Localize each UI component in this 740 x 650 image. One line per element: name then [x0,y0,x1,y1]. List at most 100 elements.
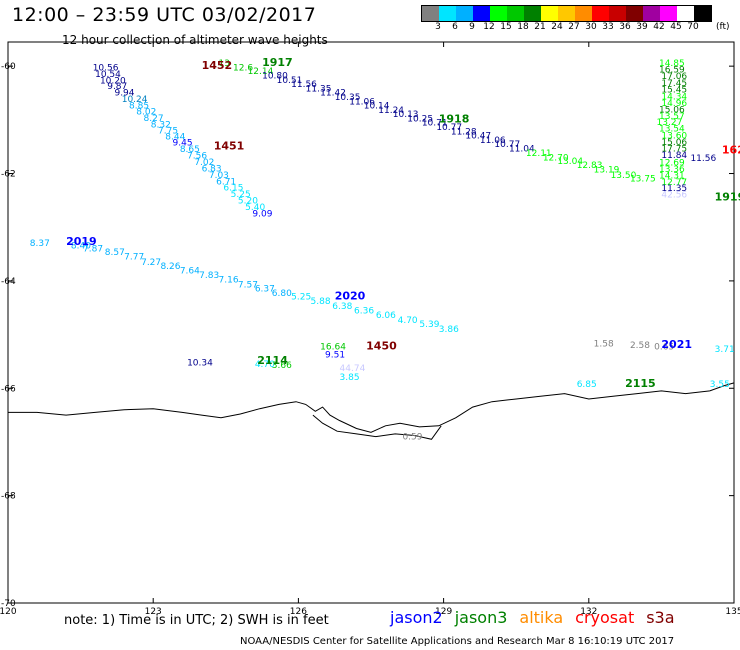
wave-height-label: 8.26 [160,262,180,272]
wave-height-label: 12.6 [233,63,253,73]
wave-height-label: 10.54 [95,70,121,80]
wave-height-label: 9.45 [173,139,193,149]
wave-height-label: 8.57 [105,248,125,258]
lon-tick-label: 135 [725,607,740,617]
pass-number-label: 2019 [66,235,97,248]
wave-height-label: 14.31 [659,171,685,181]
wave-height-label: 12.70 [543,154,569,164]
colorbar-swatch [558,6,575,21]
wave-height-label: 11.42 [320,89,346,99]
wave-height-label: 11.35 [306,84,332,94]
colorbar-tick-label: 27 [568,22,580,32]
wave-height-label: 7.27 [141,258,161,268]
wave-height-label: 15.06 [659,105,685,115]
colorbar-swatch [677,6,694,21]
wave-height-label: 3.66 [272,361,292,371]
colorbar-tick-label: 18 [517,22,529,32]
colorbar-swatch [643,6,660,21]
pass-number-label: 2020 [335,290,366,303]
wave-height-label: 10.77 [494,140,520,150]
colorbar-tick-label: 45 [670,22,682,32]
colorbar-swatch [694,6,711,21]
wave-height-label: 14.96 [661,99,687,109]
wave-height-label: 10.80 [262,72,288,82]
pass-number-labels: 1452 1917 1918 1451 2019 2020 1450 2114 2115 2021… [66,56,740,390]
wave-height-label: 12.14 [248,67,274,77]
pass-number-label: 1918 [439,113,470,126]
wave-height-label: 5.20 [238,197,258,207]
wave-height-label: 10.77 [436,123,462,133]
colorbar-swatch [524,6,541,21]
colorbar-swatch [439,6,456,21]
colorbar [421,5,712,22]
wave-height-label: 17.75 [661,145,687,155]
colorbar-tick-label: 15 [500,22,512,32]
wave-height-label: 13.54 [659,125,685,135]
wave-height-label: 5.25 [291,293,311,303]
lon-tick-label: 120 [0,607,17,617]
antarctic-coastline [8,382,735,440]
wave-height-label: 5.88 [311,297,331,307]
wave-height-label: 2.58 [630,341,650,351]
wave-height-label: 6.80 [272,289,292,299]
wave-height-label: 12.83 [577,161,603,171]
wave-height-label: 6.83 [202,164,222,174]
map-axes: 120 123 126 129 132 135 -60 -62 -64 -66 -68 -70 [0,42,740,617]
pass-number-label: 1450 [366,340,397,353]
wave-height-label: 13.19 [594,165,620,175]
wave-height-label: 9.94 [114,89,134,99]
lat-tick-label: -70 [1,599,16,609]
wave-height-label: 6.36 [354,307,374,317]
wave-height-label: 11.06 [480,136,506,146]
wave-height-label: 13.27 [657,118,683,128]
wave-height-label: 7.75 [158,126,178,136]
wave-height-label: 17.45 [661,79,687,89]
map-title: 12:00 – 23:59 UTC 03/02/2017 [12,4,317,26]
pass-number-label: 2115 [625,377,656,390]
wave-height-label: 3.86 [439,325,459,335]
wave-height-label: 0.59 [402,432,422,442]
colorbar-swatch [609,6,626,21]
wave-height-label: 5.40 [245,203,265,213]
wave-height-label: 12.77 [661,178,687,188]
wave-height-label: 10.20 [100,76,126,86]
wave-height-label: 13.60 [661,132,687,142]
colorbar-tick-label: 6 [452,22,458,32]
wave-height-label: 16.59 [659,66,685,76]
wave-height-label: 3.85 [340,373,360,383]
colorbar-tick-label: 30 [585,22,597,32]
pass-number-label: 2114 [257,354,288,367]
wave-height-label: 14.85 [659,59,685,69]
wave-height-label: 44.74 [340,364,366,374]
wave-height-label: 8.02 [136,107,156,117]
wave-height-label: 7.77 [124,252,144,262]
wave-height-label: 7.16 [219,276,239,286]
wave-height-label: 5.25 [231,190,251,200]
colorbar-swatch [456,6,473,21]
colorbar-tick-label: 39 [636,22,648,32]
wave-height-label: 0.65 [654,343,674,353]
wave-height-label: 10.14 [364,102,390,112]
wave-height-label: 10.25 [407,114,433,124]
wave-height-label: 1.58 [594,339,614,349]
wave-height-label: 10.47 [465,132,491,142]
colorbar-swatch [541,6,558,21]
wave-height-label: 16.64 [320,343,346,353]
wave-height-label: 6.38 [332,302,352,312]
wave-height-label: 7.02 [194,158,214,168]
wave-height-label: 8.32 [151,120,171,130]
lat-tick-label: -68 [1,492,16,502]
lat-tick-label: -66 [1,384,16,394]
colorbar-swatch [422,6,439,21]
wave-height-label: 6.85 [577,380,597,390]
wave-height-label: 8.85 [129,102,149,112]
colorbar-swatch [592,6,609,21]
glacier-tongue [312,414,442,440]
wave-height-label: 4.70 [398,316,418,326]
satellite-legend-altika: altika [519,608,564,627]
wave-height-label: 12.11 [526,149,552,159]
wave-height-label: 11.84 [661,151,687,161]
wave-height-label: 5.39 [419,320,439,330]
wave-height-label: 9.09 [252,209,272,219]
wave-height-label: 8.27 [144,114,164,124]
